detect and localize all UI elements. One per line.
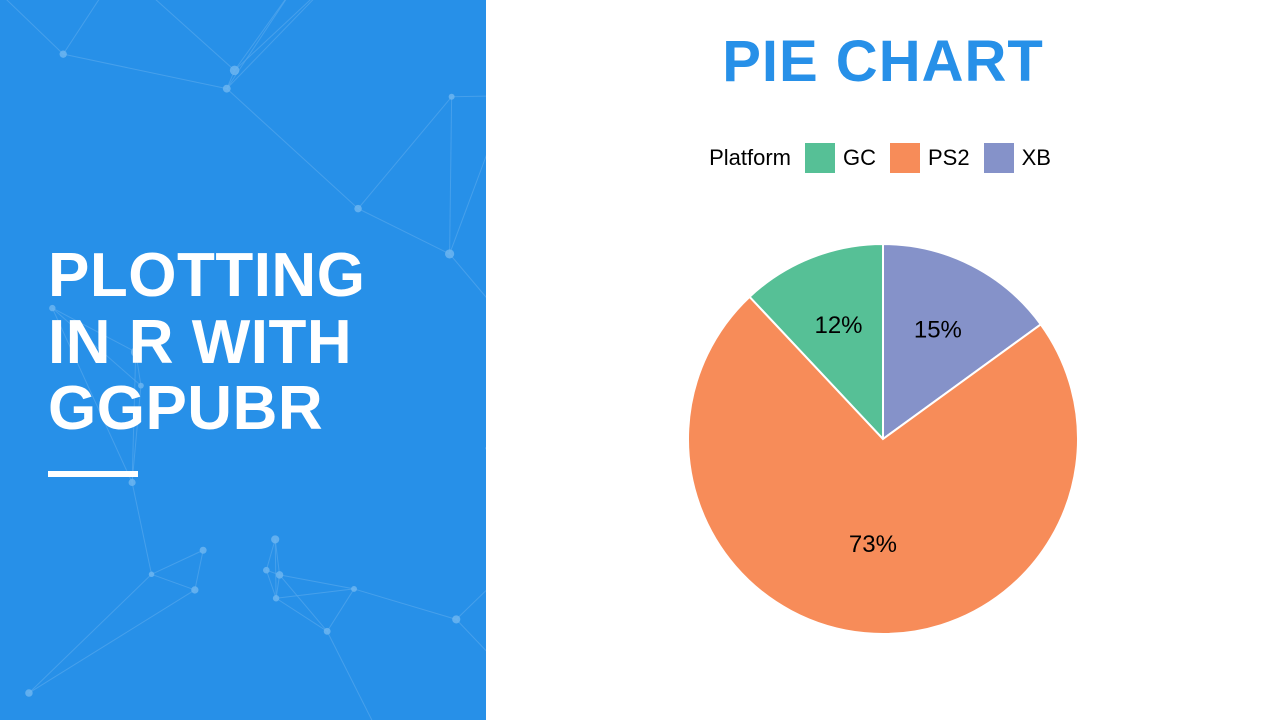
right-panel: PIE CHART Platform GC PS2 XB 15% 12% 73% bbox=[486, 0, 1280, 720]
legend-label-gc: GC bbox=[843, 145, 876, 171]
page-root: PLOTTING IN R WITH GGPUBR PIE CHART Plat… bbox=[0, 0, 1280, 720]
left-title-line-1: PLOTTING bbox=[48, 243, 466, 310]
legend-swatch-xb bbox=[984, 143, 1014, 173]
legend-title: Platform bbox=[709, 145, 791, 171]
legend: Platform GC PS2 XB bbox=[709, 143, 1057, 173]
left-panel: PLOTTING IN R WITH GGPUBR bbox=[0, 0, 486, 720]
legend-swatch-ps2 bbox=[890, 143, 920, 173]
pie-chart: 15% 12% 73% bbox=[673, 229, 1093, 654]
left-title-line-2: IN R WITH bbox=[48, 310, 466, 377]
legend-label-ps2: PS2 bbox=[928, 145, 970, 171]
pie-label-ps2: 73% bbox=[849, 531, 897, 558]
legend-swatch-gc bbox=[805, 143, 835, 173]
pie-label-xb: 15% bbox=[914, 317, 962, 344]
legend-label-xb: XB bbox=[1022, 145, 1051, 171]
left-title: PLOTTING IN R WITH GGPUBR bbox=[48, 243, 466, 444]
title-underline bbox=[48, 471, 138, 477]
left-title-line-3: GGPUBR bbox=[48, 376, 466, 443]
pie-svg: 15% 12% 73% bbox=[673, 229, 1093, 649]
pie-label-gc: 12% bbox=[814, 312, 862, 339]
chart-title: PIE CHART bbox=[722, 28, 1044, 95]
